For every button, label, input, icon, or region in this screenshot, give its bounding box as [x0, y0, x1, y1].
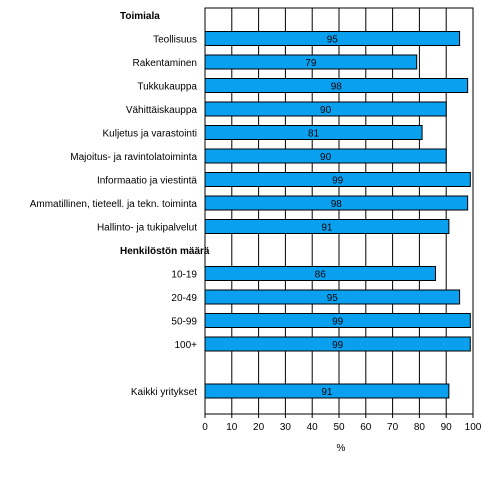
- bar: [204, 125, 423, 140]
- category-label: 20-49: [171, 293, 197, 304]
- bar-value-label: 99: [332, 317, 344, 328]
- bar: [204, 101, 447, 117]
- bar-value-label: 95: [327, 293, 339, 304]
- category-label: 100+: [174, 340, 197, 351]
- x-tick-label: 80: [414, 422, 426, 433]
- category-label: Majoitus- ja ravintolatoiminta: [70, 152, 197, 163]
- bar-value-label: 99: [332, 340, 344, 351]
- x-tick-label: 40: [307, 422, 319, 433]
- bar-value-label: 95: [327, 35, 339, 46]
- category-label: 50-99: [171, 317, 197, 328]
- bar: [204, 313, 471, 328]
- bar-value-label: 79: [305, 58, 317, 69]
- category-label: Rakentaminen: [133, 58, 197, 69]
- x-tick-label: 90: [441, 422, 453, 433]
- bar: [204, 289, 461, 305]
- x-tick-label: 0: [202, 422, 208, 433]
- x-tick-label: 30: [280, 422, 292, 433]
- category-label: Kaikki yritykset: [131, 387, 197, 398]
- bar: [204, 31, 461, 46]
- category-group-header: Henkilöstön määrä: [120, 246, 210, 257]
- x-tick-label: 50: [333, 422, 345, 433]
- x-tick-label: 60: [360, 422, 372, 433]
- bar: [204, 148, 447, 164]
- x-tick-label: 20: [253, 422, 265, 433]
- bar: [204, 172, 471, 187]
- x-tick-label: 70: [387, 422, 399, 433]
- bar: [204, 78, 469, 93]
- bar-value-label: 98: [331, 82, 343, 93]
- x-tick-label: 100: [465, 422, 482, 433]
- category-label: 10-19: [171, 270, 197, 281]
- category-label: Vähittäiskauppa: [126, 105, 198, 116]
- x-axis-title: %: [337, 443, 346, 454]
- category-label: Tukkukauppa: [137, 82, 197, 93]
- bar: [204, 383, 450, 399]
- x-tick-label: 10: [226, 422, 238, 433]
- bar-value-label: 98: [331, 199, 343, 210]
- bar-value-label: 91: [321, 223, 333, 234]
- bar-value-label: 90: [320, 105, 332, 116]
- bar: [204, 195, 469, 211]
- category-label: Informaatio ja viestintä: [97, 176, 197, 187]
- category-label: Ammatillinen, tieteell. ja tekn. toimint…: [30, 199, 198, 210]
- category-label: Teollisuus: [153, 35, 197, 46]
- bar-value-label: 90: [320, 152, 332, 163]
- bar: [204, 266, 436, 281]
- bar-value-label: 86: [315, 270, 327, 281]
- bar: [204, 54, 418, 70]
- bar-value-label: 99: [332, 176, 344, 187]
- category-group-header: Toimiala: [120, 11, 160, 22]
- bar: [204, 219, 450, 234]
- bar: [204, 336, 471, 352]
- bar-value-label: 81: [308, 129, 320, 140]
- category-label: Hallinto- ja tukipalvelut: [97, 223, 197, 234]
- category-label: Kuljetus ja varastointi: [103, 129, 198, 140]
- bar-value-label: 91: [321, 387, 333, 398]
